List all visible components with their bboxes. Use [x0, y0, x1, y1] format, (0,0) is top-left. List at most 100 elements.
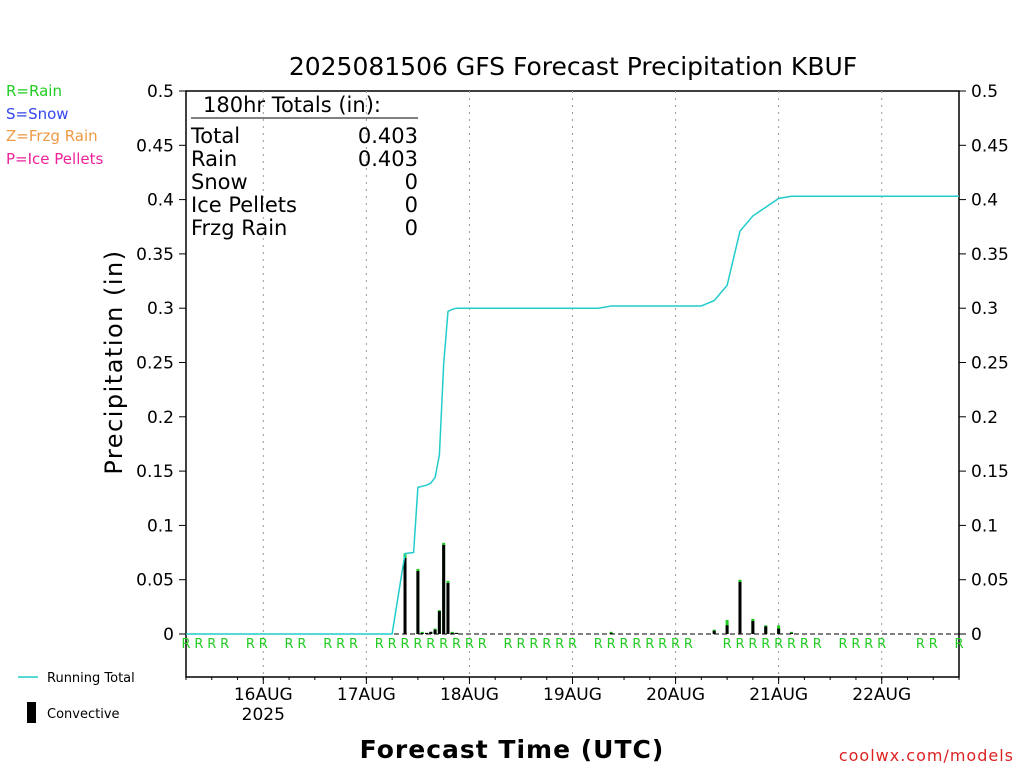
precip-bar-convective	[450, 632, 454, 634]
ptype-mark: R	[400, 637, 409, 652]
precip-bar-convective	[437, 611, 441, 634]
ptype-legend-frzg-rain: Z=Frzg Rain	[6, 127, 98, 145]
ptype-mark: R	[954, 637, 963, 652]
y-tick-label-left: 0.5	[147, 82, 174, 102]
y-tick-label-left: 0.3	[147, 299, 174, 319]
ptype-mark: R	[285, 637, 294, 652]
ptype-mark: R	[568, 637, 577, 652]
ptype-mark: R	[607, 637, 616, 652]
totals-label-snow: Snow	[191, 170, 248, 194]
y-tick-label-right: 0.15	[971, 462, 1009, 482]
y-tick-label-right: 0.1	[971, 516, 998, 536]
y-tick-label-left: 0	[163, 625, 174, 645]
y-tick-label-right: 0.3	[971, 299, 998, 319]
x-tick-label: 19AUG	[543, 685, 602, 705]
ptype-mark: R	[478, 637, 487, 652]
totals-label-rain: Rain	[191, 147, 237, 171]
precip-bar-convective	[433, 629, 437, 634]
y-tick-label-right: 0.05	[971, 571, 1009, 591]
y-tick-label-right: 0.25	[971, 354, 1009, 374]
ptype-mark: R	[851, 637, 860, 652]
ptype-mark: R	[632, 637, 641, 652]
totals-value-frzg-rain: 0	[405, 216, 418, 240]
ptype-mark: R	[800, 637, 809, 652]
ptype-mark: R	[336, 637, 345, 652]
ptype-mark: R	[297, 637, 306, 652]
ptype-mark: R	[839, 637, 848, 652]
running-total-line	[186, 195, 959, 635]
precip-bar-convective	[738, 581, 742, 634]
ptype-mark: R	[323, 637, 332, 652]
totals-label-ice-pellets: Ice Pellets	[191, 193, 297, 217]
ptype-mark: R	[388, 637, 397, 652]
x-tick-label: 18AUG	[440, 685, 499, 705]
ptype-mark: R	[774, 637, 783, 652]
precip-bar-convective	[446, 582, 450, 634]
ptype-mark: R	[504, 637, 513, 652]
precip-bar-convective	[777, 628, 781, 634]
ptype-mark: R	[645, 637, 654, 652]
x-tick-label: 17AUG	[337, 685, 396, 705]
y-tick-label-left: 0.35	[136, 245, 174, 265]
ptype-mark: R	[207, 637, 216, 652]
precip-bar-convective	[403, 557, 407, 634]
ptype-mark: R	[787, 637, 796, 652]
ptype-mark: R	[735, 637, 744, 652]
y-tick-label-left: 0.1	[147, 516, 174, 536]
credit-text: coolwx.com/models	[839, 746, 1014, 765]
ptype-mark: R	[761, 637, 770, 652]
series-key: Running Total Convective	[18, 671, 135, 723]
x-axis-label: Forecast Time (UTC)	[360, 735, 665, 764]
totals-value-total: 0.403	[358, 124, 418, 148]
x-tick-label: 16AUG	[234, 685, 293, 705]
precip-bar-convective	[424, 632, 428, 634]
totals-box: 180hr Totals (in): Total 0.403 Rain 0.40…	[190, 93, 418, 240]
ptype-mark: R	[452, 637, 461, 652]
day-gridlines	[262, 91, 883, 677]
ptype-mark: R	[413, 637, 422, 652]
precip-bar-convective	[455, 632, 459, 634]
ptype-legend: R=Rain S=Snow Z=Frzg Rain P=Ice Pellets	[6, 82, 103, 168]
precip-bar-convective	[790, 632, 794, 634]
ptype-mark: R	[813, 637, 822, 652]
precip-bar-convective	[429, 631, 433, 634]
ptype-mark: R	[246, 637, 255, 652]
ptype-legend-rain: R=Rain	[6, 82, 62, 100]
ptype-mark: R	[748, 637, 757, 652]
ptype-mark: R	[516, 637, 525, 652]
ptype-mark: R	[375, 637, 384, 652]
chart-title: 2025081506 GFS Forecast Precipitation KB…	[289, 52, 857, 81]
ptype-mark: R	[877, 637, 886, 652]
ptype-legend-ice-pellets: P=Ice Pellets	[6, 150, 103, 168]
ptype-mark: R	[916, 637, 925, 652]
ptype-mark: R	[594, 637, 603, 652]
ptype-mark: R	[220, 637, 229, 652]
y-tick-label-left: 0.05	[136, 571, 174, 591]
y-tick-label-left: 0.2	[147, 408, 174, 428]
precip-bar-convective	[712, 630, 716, 634]
x-tick-label: 22AUG	[852, 685, 911, 705]
totals-value-snow: 0	[405, 170, 418, 194]
ptype-mark: R	[439, 637, 448, 652]
y-tick-label-right: 0.2	[971, 408, 998, 428]
convective-key-swatch	[27, 702, 36, 723]
totals-label-total: Total	[190, 124, 240, 148]
y-tick-label-right: 0.5	[971, 82, 998, 102]
x-tick-label: 20AUG	[646, 685, 705, 705]
ptype-mark: R	[426, 637, 435, 652]
ptype-mark: R	[620, 637, 629, 652]
y-axis-ticks: 0 00.05 0.050.1 0.10.15 0.150.2 0.20.25 0.250.…	[136, 82, 1009, 645]
ptype-legend-snow: S=Snow	[6, 105, 69, 123]
ptype-mark: R	[259, 637, 268, 652]
y-tick-label-left: 0.45	[136, 136, 174, 156]
ptype-mark: R	[684, 637, 693, 652]
ptype-mark: R	[529, 637, 538, 652]
ptype-mark: R	[723, 637, 732, 652]
ptype-mark: R	[929, 637, 938, 652]
ptype-mark: R	[465, 637, 474, 652]
x-tick-label: 21AUG	[749, 685, 808, 705]
y-tick-label-right: 0.35	[971, 245, 1009, 265]
